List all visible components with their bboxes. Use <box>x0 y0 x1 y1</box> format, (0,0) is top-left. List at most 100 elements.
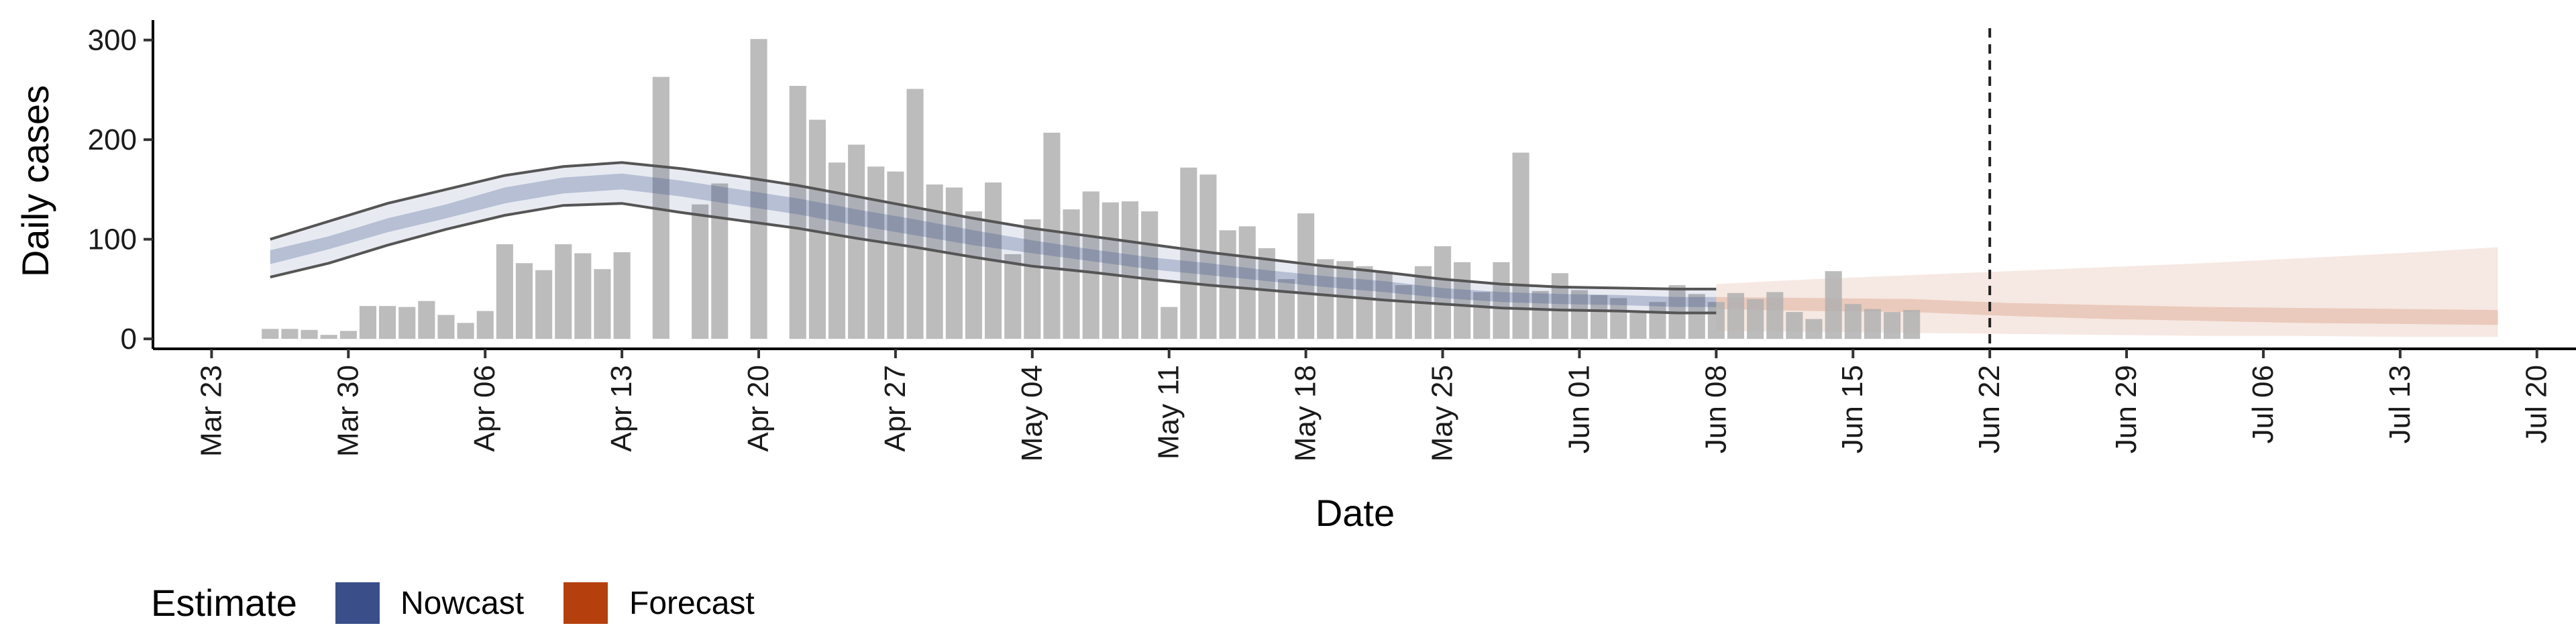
nowcast-inner-band <box>270 173 1717 307</box>
legend: Estimate Nowcast Forecast <box>151 582 755 624</box>
case-bar <box>457 323 474 339</box>
x-tick-label: Mar 30 <box>331 365 364 457</box>
y-tick-label: 300 <box>88 24 137 57</box>
case-bar <box>1454 262 1471 339</box>
case-bar <box>789 86 806 339</box>
case-bar <box>750 39 767 339</box>
x-tick-label: Jun 08 <box>1699 365 1732 453</box>
case-bar <box>1551 273 1568 339</box>
case-bar <box>692 204 709 339</box>
case-bar <box>359 306 376 339</box>
case-bar <box>1258 248 1275 339</box>
y-tick-label: 100 <box>88 223 137 256</box>
legend-swatch-forecast <box>564 582 608 624</box>
case-bar <box>1004 254 1022 339</box>
case-bar <box>867 166 885 339</box>
case-bar <box>320 335 337 339</box>
legend-label-forecast: Forecast <box>629 586 755 621</box>
case-bar <box>1591 294 1608 339</box>
case-bar <box>594 269 611 339</box>
case-bar <box>1297 213 1315 339</box>
y-axis-title: Daily cases <box>14 85 56 277</box>
case-bar <box>398 307 416 339</box>
case-bar <box>965 211 982 339</box>
case-bar <box>1082 191 1099 339</box>
case-bar <box>1570 290 1588 339</box>
case-bar <box>1532 290 1549 339</box>
case-bar <box>1180 167 1197 339</box>
case-bar <box>496 244 513 339</box>
case-bar <box>1024 219 1041 339</box>
case-bar <box>828 162 846 339</box>
case-bar <box>613 252 631 339</box>
x-tick-label: Apr 06 <box>468 365 501 452</box>
case-bar <box>1278 279 1295 339</box>
x-tick-label: Jun 15 <box>1836 365 1869 453</box>
case-bar <box>945 187 963 339</box>
case-bar <box>1649 302 1666 339</box>
case-bar <box>1317 259 1334 339</box>
case-bar <box>1161 307 1178 339</box>
case-bar <box>1102 202 1119 339</box>
nowcast-lower-line <box>270 202 1717 315</box>
legend-title: Estimate <box>151 582 297 624</box>
case-bar <box>887 171 904 339</box>
case-bar <box>1434 246 1452 339</box>
case-bar <box>1043 132 1061 339</box>
y-tick-label: 200 <box>88 123 137 156</box>
nowcast-outer-band <box>270 162 1717 313</box>
nowcast-upper-line <box>270 161 1717 290</box>
case-bar <box>1199 174 1217 339</box>
case-bar <box>1864 309 1881 339</box>
case-bar <box>339 331 357 339</box>
case-bar <box>1219 230 1236 339</box>
legend-swatch-nowcast <box>335 582 380 624</box>
case-bar <box>926 184 943 339</box>
case-bar <box>1356 266 1373 339</box>
case-bar <box>1805 319 1823 339</box>
case-bar <box>301 329 318 339</box>
case-bar <box>848 144 865 339</box>
case-bar <box>906 89 924 339</box>
x-tick-label: Apr 20 <box>742 365 775 452</box>
case-bar <box>1688 294 1705 339</box>
x-tick-label: May 18 <box>1289 365 1322 462</box>
case-bar <box>476 311 494 339</box>
case-bar <box>1825 271 1842 339</box>
case-bar <box>1473 292 1491 339</box>
x-tick-label: Jul 20 <box>2520 365 2553 443</box>
case-bar <box>379 306 396 339</box>
x-tick-label: May 25 <box>1426 365 1459 462</box>
case-bar <box>1786 312 1803 339</box>
case-bar <box>1141 211 1159 339</box>
case-bar <box>535 270 553 339</box>
case-bar <box>1610 298 1627 339</box>
forecast-inner-band <box>1716 297 2498 325</box>
case-bar <box>1238 226 1256 339</box>
case-bar <box>1707 302 1725 339</box>
x-tick-label: May 11 <box>1152 365 1185 460</box>
case-bar <box>1629 313 1647 339</box>
x-tick-label: May 04 <box>1016 365 1049 462</box>
case-bar <box>555 244 572 339</box>
case-bar <box>1395 285 1412 339</box>
nowcast-band-layer <box>270 161 1717 315</box>
case-bar <box>1747 299 1764 339</box>
case-bar <box>1375 272 1393 339</box>
case-bar <box>1766 292 1784 339</box>
x-tick-label: Jun 01 <box>1562 365 1595 453</box>
x-tick-label: Apr 27 <box>879 365 912 452</box>
axes: 0 100 200 300 Mar 23 Mar 30 Apr 06 Apr 13 Apr 20… <box>88 20 2576 462</box>
x-tick-label: Jul 06 <box>2247 365 2279 443</box>
case-bar <box>1063 209 1080 339</box>
x-tick-label: Jun 29 <box>2110 365 2143 453</box>
case-bar <box>574 253 592 339</box>
case-bar <box>1844 304 1862 339</box>
case-bar <box>262 329 279 339</box>
case-bar <box>1727 292 1744 339</box>
x-tick-label: Mar 23 <box>195 365 227 457</box>
y-tick-label: 0 <box>121 323 137 356</box>
case-bar <box>418 301 435 339</box>
x-tick-label: Jun 22 <box>1973 365 2006 453</box>
